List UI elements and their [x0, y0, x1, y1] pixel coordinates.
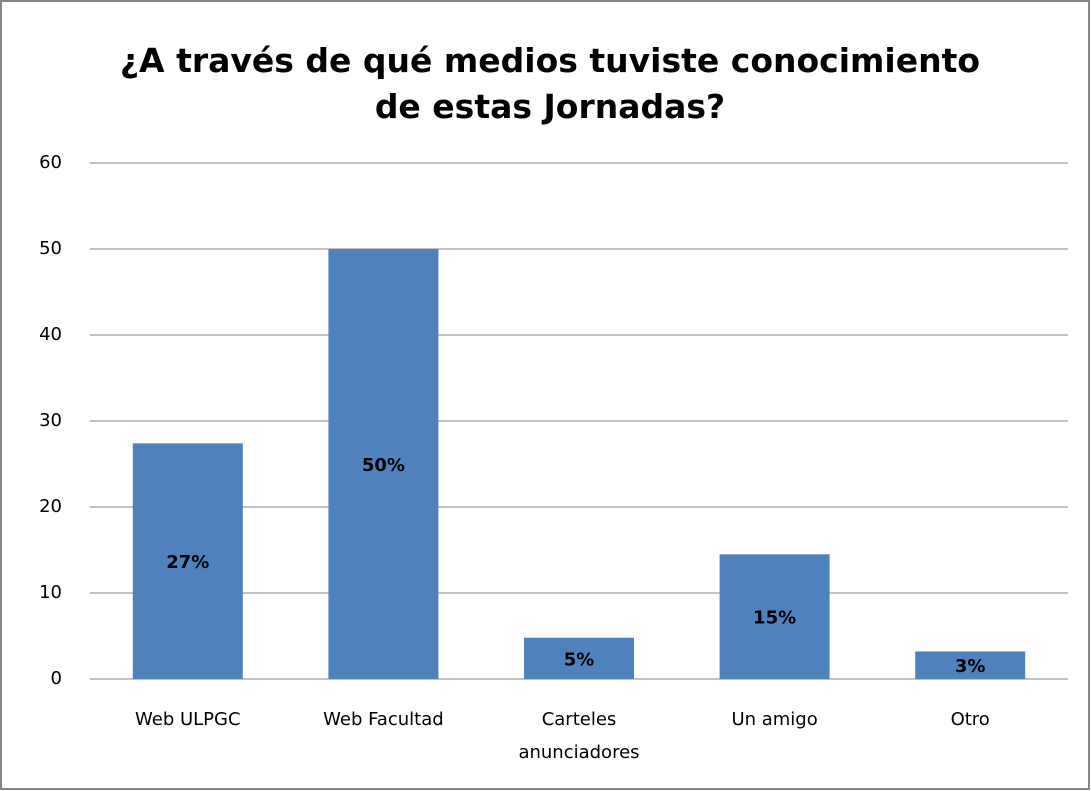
- x-tick-label: Web Facultad: [323, 709, 444, 730]
- y-tick-label: 30: [39, 410, 62, 431]
- y-tick-label: 20: [39, 496, 62, 517]
- data-label: 3%: [955, 656, 986, 677]
- x-tick-label: Web ULPGC: [135, 709, 241, 730]
- y-tick-label: 10: [39, 582, 62, 603]
- data-label: 50%: [362, 455, 405, 476]
- bar: [132, 443, 243, 679]
- bar: [328, 249, 439, 679]
- bar: [719, 554, 830, 679]
- data-label: 27%: [166, 552, 209, 573]
- data-label: 5%: [564, 649, 595, 670]
- data-label: 15%: [753, 608, 796, 629]
- bar: [524, 637, 634, 679]
- y-tick-label: 40: [39, 324, 62, 345]
- y-tick-label: 0: [51, 668, 62, 689]
- y-tick-label: 50: [39, 238, 62, 259]
- x-tick-label: Otro: [951, 709, 990, 730]
- y-tick-label: 60: [39, 152, 62, 173]
- chart-title: ¿A través de qué medios tuviste conocimi…: [120, 41, 980, 126]
- x-tick-label: Carteles anunciadores: [518, 709, 639, 763]
- bar: [915, 651, 1026, 679]
- x-tick-label: Un amigo: [731, 709, 817, 730]
